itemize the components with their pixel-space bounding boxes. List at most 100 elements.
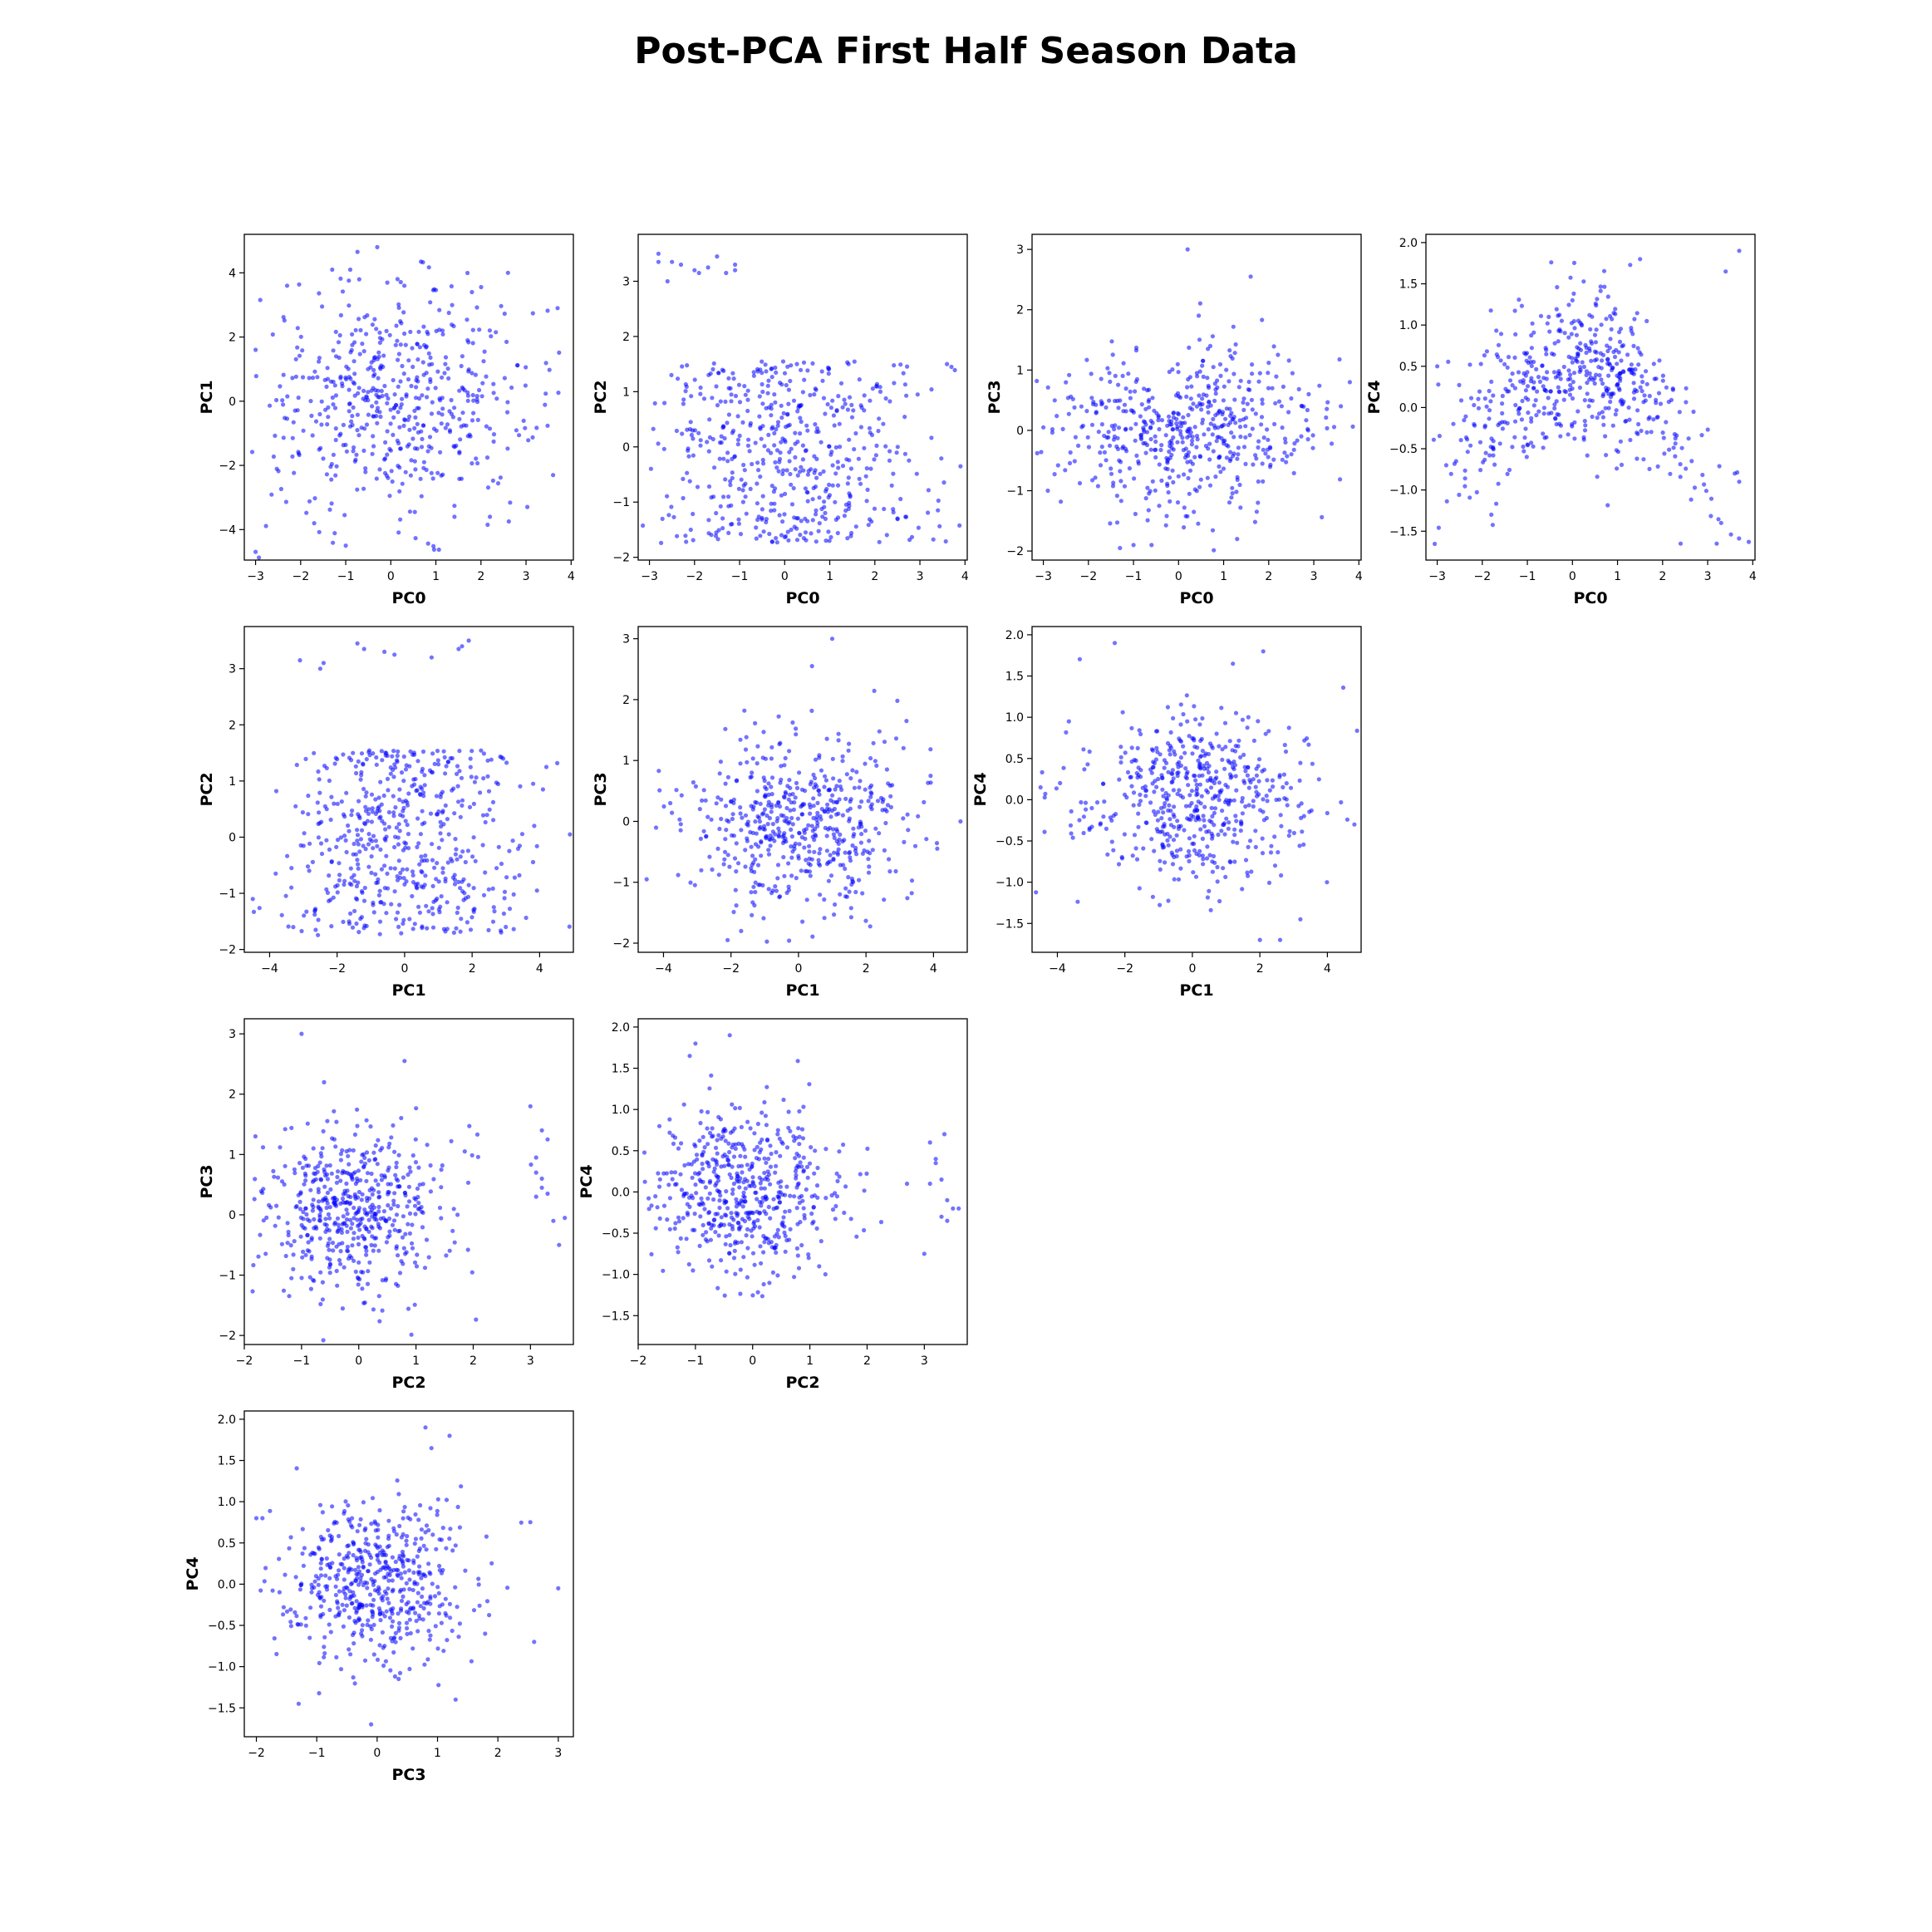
data-point: [738, 737, 743, 742]
data-point: [1104, 826, 1109, 832]
data-point: [1286, 725, 1291, 730]
data-point: [868, 794, 873, 799]
data-point: [1137, 802, 1142, 808]
data-point: [545, 1191, 550, 1197]
data-point: [298, 1234, 303, 1239]
data-point: [769, 775, 775, 780]
data-point: [772, 501, 777, 506]
data-point: [1128, 774, 1133, 780]
data-point: [356, 880, 361, 885]
data-point: [854, 769, 859, 774]
data-point: [1568, 275, 1573, 280]
data-point: [1099, 422, 1104, 427]
data-point: [1227, 500, 1232, 505]
data-point: [787, 778, 792, 783]
data-point: [1187, 345, 1192, 350]
data-point: [306, 794, 311, 799]
data-point: [843, 401, 848, 406]
data-point: [545, 308, 550, 313]
data-point: [391, 1202, 396, 1207]
data-point: [1668, 471, 1673, 476]
data-point: [278, 1145, 283, 1150]
data-point: [396, 410, 401, 415]
data-point: [1193, 874, 1199, 879]
data-point: [307, 499, 312, 504]
data-point: [1477, 440, 1483, 445]
data-point: [338, 1249, 343, 1254]
data-point: [429, 769, 435, 774]
data-point: [1105, 852, 1110, 857]
data-point: [783, 1249, 788, 1254]
data-point: [327, 1163, 332, 1168]
data-point: [1538, 313, 1544, 318]
data-point: [1148, 767, 1153, 772]
data-point: [874, 384, 879, 389]
data-point: [1117, 777, 1122, 782]
data-point: [420, 924, 425, 929]
data-point: [777, 456, 783, 462]
data-point: [1189, 442, 1194, 447]
data-point: [1556, 373, 1561, 379]
data-point: [1347, 380, 1352, 385]
data-point: [1089, 805, 1094, 811]
data-point: [317, 356, 322, 361]
data-point: [1500, 410, 1505, 415]
data-point: [686, 1162, 691, 1167]
data-point: [884, 809, 889, 814]
data-point: [832, 850, 837, 855]
data-point: [1699, 433, 1704, 438]
data-point: [734, 841, 739, 846]
data-point: [765, 391, 770, 396]
data-point: [1132, 833, 1138, 838]
data-point: [491, 381, 496, 386]
data-point: [691, 538, 696, 543]
data-point: [327, 1205, 332, 1210]
data-point: [801, 468, 806, 473]
data-point: [1176, 474, 1181, 479]
data-point: [351, 1236, 356, 1241]
data-point: [1265, 799, 1270, 804]
data-point: [1500, 401, 1505, 406]
data-point: [1148, 800, 1153, 805]
data-point: [1562, 389, 1567, 394]
data-point: [1148, 418, 1153, 424]
data-point: [449, 397, 454, 403]
points: [250, 638, 573, 937]
data-point: [881, 797, 886, 802]
data-point: [370, 1192, 375, 1197]
data-point: [1291, 447, 1296, 452]
data-point: [374, 476, 379, 481]
data-point: [332, 383, 337, 388]
data-point: [726, 1163, 731, 1168]
data-point: [1243, 435, 1248, 440]
data-point: [769, 1151, 774, 1157]
data-point: [352, 1192, 357, 1197]
data-point: [735, 1200, 740, 1205]
data-point: [1305, 407, 1310, 413]
data-point: [736, 382, 742, 387]
data-point: [356, 1189, 361, 1195]
data-point: [764, 939, 769, 944]
data-point: [815, 1165, 820, 1171]
data-point: [1118, 469, 1123, 474]
y-tick-label: 1: [229, 1148, 236, 1162]
data-point: [755, 501, 760, 506]
data-point: [1152, 848, 1157, 853]
data-point: [1531, 403, 1536, 408]
data-point: [402, 331, 407, 337]
data-point: [250, 897, 255, 902]
data-point: [836, 731, 841, 736]
data-point: [1245, 870, 1250, 875]
data-point: [450, 415, 456, 420]
data-point: [1111, 480, 1116, 485]
data-point: [429, 445, 434, 450]
data-point: [1661, 435, 1666, 440]
subplot-pc2-vs-pc4: −2 −1 0 1 2 3−1.5−1.0−0.50.00.51.01.52.0PC2PC…: [578, 1018, 968, 1392]
data-point: [377, 932, 382, 937]
data-point: [1133, 846, 1138, 851]
data-point: [692, 268, 697, 273]
data-point: [315, 375, 320, 380]
data-point: [730, 1128, 735, 1133]
data-point: [668, 800, 673, 806]
data-point: [1161, 794, 1166, 799]
